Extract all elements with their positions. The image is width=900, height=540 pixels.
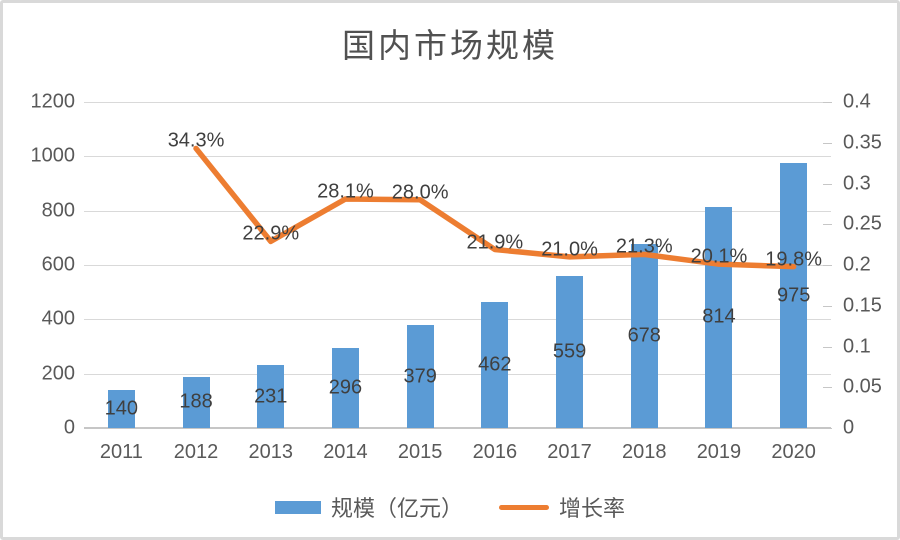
growth-rate-label: 21.0% (541, 238, 598, 261)
right-axis-tick-mark (823, 265, 832, 266)
growth-rate-label: 21.9% (466, 231, 524, 253)
bar-value-label: 296 (328, 376, 363, 399)
bar-value-label: 462 (478, 353, 512, 376)
right-axis-tick-label: 0.1 (843, 335, 871, 357)
gridline (84, 373, 831, 375)
x-axis-category-label: 2018 (622, 441, 667, 463)
x-axis-category-label: 2016 (472, 441, 518, 463)
growth-rate-label: 28.0% (391, 181, 449, 204)
right-axis-tick-label: 0.2 (843, 253, 871, 276)
right-axis-tick-mark (823, 102, 832, 103)
right-axis-tick-label: 0.05 (843, 375, 882, 398)
bar-value-label: 231 (254, 385, 288, 408)
legend-label-bar-series: 规模（亿元） (330, 496, 463, 521)
growth-rate-label: 28.1% (317, 180, 374, 203)
bar (331, 347, 359, 428)
legend-item-line-series: 增长率 (499, 491, 625, 523)
right-axis-tick-mark (823, 224, 832, 226)
x-axis-category-label: 2019 (696, 441, 742, 463)
left-axis-tick-label: 1200 (30, 90, 76, 113)
growth-rate-label: 34.3% (167, 129, 225, 152)
right-axis-tick-label: 0 (843, 416, 855, 439)
right-axis-tick-mark (823, 183, 832, 185)
x-axis-line (84, 427, 831, 429)
growth-rate-label: 21.3% (615, 235, 673, 258)
right-axis-tick-label: 0.3 (843, 172, 871, 194)
bar (630, 243, 658, 428)
right-axis-tick-label: 0.35 (843, 131, 882, 154)
left-axis-tick-label: 1000 (30, 144, 76, 167)
legend: 规模（亿元） 增长率 (3, 491, 897, 523)
legend-item-bar-series: 规模（亿元） (274, 491, 463, 523)
bar-value-label: 559 (552, 340, 587, 363)
gridline (84, 156, 831, 158)
x-axis-category-label: 2017 (547, 441, 592, 463)
bar (107, 389, 135, 428)
right-axis-tick-mark (823, 346, 832, 348)
bar (406, 325, 434, 428)
bar-value-label: 975 (776, 284, 811, 307)
bar-series-swatch-icon (274, 500, 321, 514)
x-axis-category-label: 2014 (323, 441, 368, 463)
line-series-swatch-icon (499, 504, 549, 510)
growth-rate-label: 19.8% (765, 248, 822, 271)
right-axis-tick-mark (823, 305, 832, 307)
bar (182, 376, 210, 428)
bar (481, 302, 509, 428)
left-axis-tick-label: 400 (41, 307, 75, 330)
right-axis-tick-mark (823, 387, 832, 389)
left-axis-tick-label: 200 (41, 362, 75, 385)
right-axis-tick-mark (823, 142, 832, 144)
x-axis-category-label: 2015 (397, 441, 443, 463)
gridline (84, 319, 831, 321)
bar-value-label: 379 (403, 365, 437, 388)
x-axis-category-label: 2012 (173, 441, 219, 463)
growth-rate-label: 20.1% (690, 245, 748, 268)
left-axis-tick-label: 600 (41, 253, 75, 276)
legend-label-line-series: 增长率 (559, 496, 626, 521)
bar (556, 276, 584, 428)
left-axis-tick-label: 0 (63, 416, 75, 439)
bar-value-label: 678 (627, 324, 661, 347)
gridline (84, 102, 831, 103)
right-axis-tick-label: 0.25 (843, 212, 882, 235)
right-axis-tick-label: 0.4 (843, 90, 871, 113)
right-axis-tick-mark (823, 428, 832, 429)
chart-title: 国内市场规模 (342, 27, 558, 64)
bar (257, 365, 285, 428)
bar-value-label: 814 (702, 305, 736, 328)
left-axis-tick-label: 800 (41, 199, 75, 222)
bar-value-label: 140 (104, 397, 139, 420)
right-axis-tick-label: 0.15 (843, 294, 882, 317)
x-axis-category-label: 2013 (248, 441, 294, 463)
bar-value-label: 188 (179, 390, 213, 413)
x-axis-category-label: 2011 (99, 441, 143, 463)
x-axis-category-label: 2020 (771, 441, 816, 463)
growth-rate-label: 22.9% (242, 222, 300, 245)
